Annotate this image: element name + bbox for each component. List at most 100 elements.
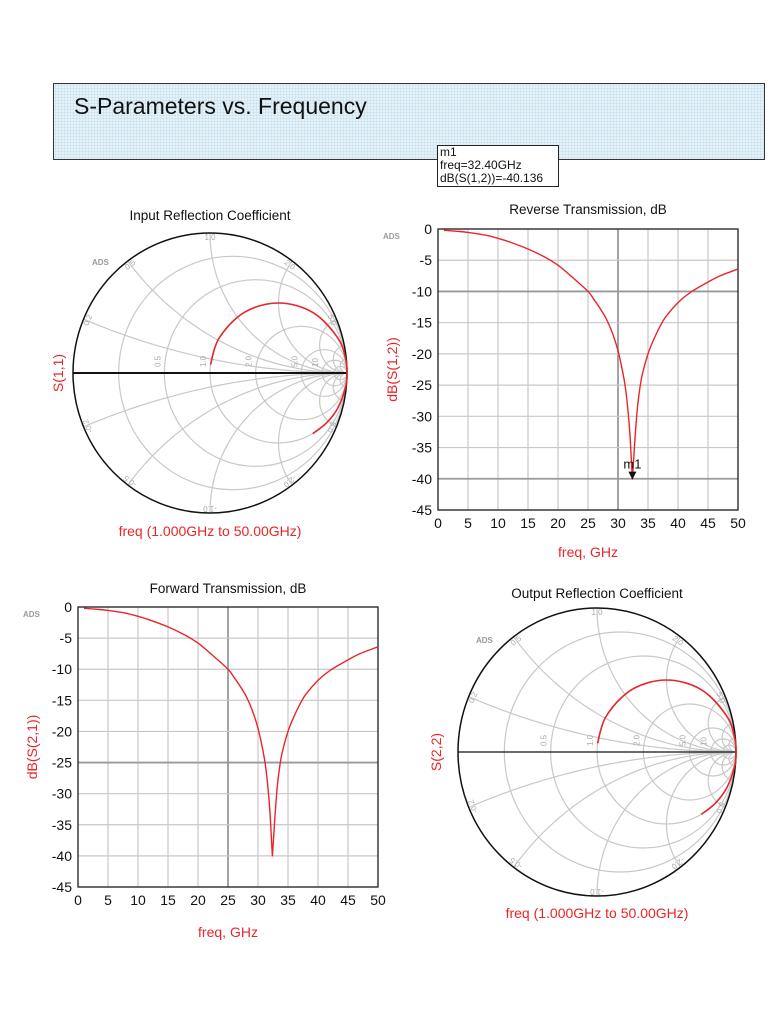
x-tick-label: 5 (464, 515, 472, 531)
reactance-arc (665, 636, 737, 753)
x-tick-label: 15 (160, 892, 176, 908)
x-axis-label: freq, GHz (198, 924, 258, 940)
reactance-arc (721, 751, 737, 782)
reactance-arc (332, 344, 348, 374)
marker-value: dB(S(1,2))=-40.136 (440, 171, 544, 185)
y-tick-label: -35 (52, 817, 72, 833)
y-tick-label: -5 (60, 630, 73, 646)
x-tick-label: 25 (220, 892, 236, 908)
x-tick-label: 15 (520, 515, 536, 531)
reactance-arc (468, 751, 737, 808)
y-tick-label: -30 (52, 786, 72, 802)
x-tick-label: 50 (370, 892, 386, 908)
reactance-arc (277, 260, 348, 374)
y-tick-label: -10 (52, 661, 72, 677)
x-tick-label: 35 (640, 515, 656, 531)
reactance-arc (209, 372, 348, 514)
y-tick-label: 0 (424, 221, 432, 237)
smith-edge-label: 0.2 (467, 690, 480, 704)
chart-title: Reverse Transmission, dB (509, 202, 667, 217)
smith-chart-3: 0.5 1.0 2.0 5.0 101.02.05.00.50.2-0.2-0.5-1.… (428, 586, 737, 921)
x-tick-label: 30 (250, 892, 266, 908)
reactance-arc (127, 372, 348, 486)
x-tick-label: 50 (730, 515, 746, 531)
smith-axis-label: 0.5 (540, 734, 549, 746)
marker-readout[interactable]: m1 freq=32.40GHz dB(S(1,2))=-40.136 (437, 145, 559, 187)
marker-label: m1 (623, 457, 641, 472)
reactance-arc (209, 232, 348, 374)
page-title: S-Parameters vs. Frequency (74, 93, 367, 119)
smith-edge-label: -1.0 (590, 887, 604, 896)
reactance-arc (513, 636, 737, 753)
reactance-arc (707, 751, 737, 808)
x-tick-label: 5 (104, 892, 112, 908)
chart-title: Input Reflection Coefficient (129, 208, 290, 223)
smith-edge-label: 1.0 (204, 233, 216, 242)
y-tick-label: 0 (64, 599, 72, 615)
smith-edge-label: -1.0 (203, 504, 217, 513)
smith-edge-label: 1.0 (591, 608, 603, 617)
smith-grid (468, 607, 737, 897)
x-axis-label: freq (1.000GHz to 50.00GHz) (119, 523, 302, 539)
x-tick-label: 0 (434, 515, 442, 531)
y-tick-label: -20 (412, 346, 432, 362)
smith-axis-label: 5.0 (290, 355, 299, 367)
y-tick-label: -45 (52, 879, 72, 895)
smith-axis-label: 1.0 (199, 355, 208, 367)
reactance-arc (277, 372, 348, 486)
reactance-arc (83, 318, 348, 374)
y-tick-label: -15 (52, 692, 72, 708)
smith-axis-label: 10 (700, 737, 709, 746)
smith-axis-label: 0.5 (153, 355, 162, 367)
plot-frame (77, 606, 379, 888)
smith-edge-label: -0.2 (81, 417, 95, 434)
x-tick-label: 20 (190, 892, 206, 908)
reactance-arc (332, 372, 348, 402)
y-axis-label: dB(S(2,1)) (24, 715, 40, 780)
x-tick-label: 10 (490, 515, 506, 531)
ads-watermark: ADS (23, 610, 41, 619)
x-axis-label: freq, GHz (558, 544, 618, 560)
x-tick-label: 40 (310, 892, 326, 908)
smith-edge-label: -0.2 (466, 798, 480, 815)
x-tick-label: 25 (580, 515, 596, 531)
x-axis-label: freq (1.000GHz to 50.00GHz) (506, 905, 689, 921)
reactance-arc (596, 607, 737, 753)
x-tick-label: 20 (550, 515, 566, 531)
y-tick-label: -25 (412, 377, 432, 393)
reactance-arc (728, 751, 737, 767)
y-tick-label: -15 (412, 315, 432, 331)
reactance-arc (596, 751, 737, 897)
y-tick-label: -10 (412, 283, 432, 299)
ads-watermark: ADS (476, 636, 494, 645)
smith-edge-label: 5.0 (326, 313, 339, 327)
reactance-arc (721, 722, 737, 753)
smith-edge-label: -2.0 (281, 473, 298, 489)
y-tick-label: -45 (412, 502, 432, 518)
ads-watermark: ADS (383, 232, 401, 241)
data-line (83, 607, 379, 857)
x-tick-label: 45 (340, 892, 356, 908)
reactance-arc (127, 260, 348, 374)
y-tick-label: -25 (52, 755, 72, 771)
y-axis-label: S(1,1) (50, 354, 66, 392)
reactance-arc (707, 696, 737, 753)
y-tick-label: -40 (412, 471, 432, 487)
chart-title: Output Reflection Coefficient (511, 586, 683, 601)
x-tick-label: 0 (74, 892, 82, 908)
y-tick-label: -30 (412, 408, 432, 424)
smith-edge-label: 5.0 (715, 691, 728, 705)
line-chart-1: 0 5 10 15 20 25 30 35 40 45 50 0 -5 -10 -15 -20 -25 -30 -3… (383, 202, 746, 560)
reactance-arc (665, 751, 737, 868)
x-tick-label: 40 (670, 515, 686, 531)
smith-axis-label: 2.0 (245, 355, 254, 367)
plot-frame (437, 228, 739, 511)
smith-edge-label: 2.0 (283, 258, 298, 272)
smith-axis-label: 2.0 (632, 734, 641, 746)
smith-edge-label: -0.5 (507, 855, 524, 871)
ads-watermark: ADS (92, 258, 110, 267)
y-tick-label: -20 (52, 723, 72, 739)
smith-axis-label: 1.0 (586, 734, 595, 746)
reactance-arc (513, 751, 737, 868)
